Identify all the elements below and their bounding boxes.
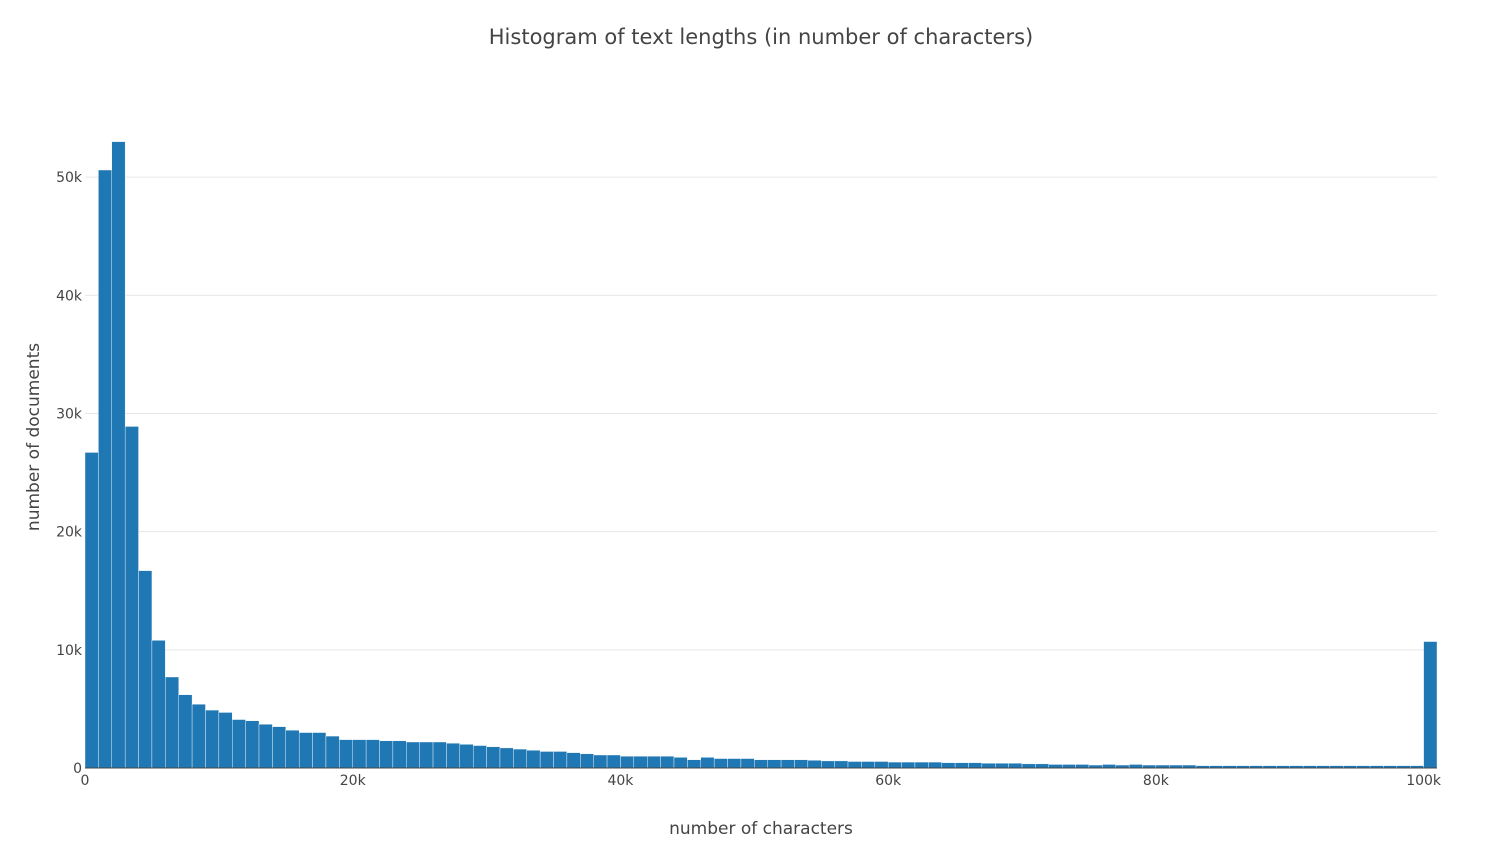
x-tick-label: 80k — [1143, 773, 1170, 789]
histogram-bar — [821, 760, 835, 769]
histogram-bar — [526, 750, 541, 769]
histogram-bar — [954, 762, 969, 769]
histogram-bar — [459, 744, 474, 769]
histogram-bar — [968, 762, 983, 769]
histogram-bar — [847, 761, 862, 769]
histogram-bar — [687, 759, 701, 769]
histogram-bar — [419, 741, 434, 769]
histogram-bar — [486, 746, 501, 769]
y-axis-title: number of documents — [24, 343, 44, 531]
x-tick-labels: 0 20k 40k 60k 80k 100k — [81, 773, 1442, 789]
y-tick-label: 20k — [56, 525, 83, 541]
histogram-bar — [446, 742, 461, 769]
x-tick-label: 100k — [1406, 773, 1442, 789]
histogram-bar — [539, 751, 554, 769]
histogram-bar — [165, 676, 179, 769]
histogram-bar — [1021, 763, 1036, 769]
histogram-bar — [981, 763, 996, 769]
histogram-bar — [1061, 764, 1076, 769]
histogram-bar — [553, 751, 568, 769]
histogram-bar — [566, 752, 581, 769]
histogram-bar — [285, 729, 300, 769]
histogram-bar — [1102, 764, 1116, 769]
histogram-bar — [191, 703, 206, 769]
histogram-bar — [513, 748, 527, 769]
histogram-bar — [620, 755, 635, 769]
histogram-bar — [767, 759, 782, 769]
histogram-bar — [941, 762, 956, 769]
histogram-bar — [580, 753, 594, 769]
y-tick-label: 10k — [56, 643, 83, 659]
histogram-bar — [406, 741, 420, 769]
histogram-bar — [84, 452, 99, 769]
histogram-bar — [861, 761, 875, 769]
histogram-bar — [647, 755, 661, 769]
histogram-bar — [352, 739, 367, 769]
histogram-bar — [1008, 763, 1023, 769]
histogram-bar — [727, 758, 742, 769]
chart-title: Histogram of text lengths (in number of … — [489, 25, 1033, 49]
x-tick-label: 20k — [340, 773, 367, 789]
histogram-bar — [754, 759, 768, 769]
histogram-bar — [379, 740, 394, 769]
histogram-bar — [124, 426, 139, 769]
histogram-bar — [995, 763, 1009, 769]
x-tick-label: 40k — [607, 773, 634, 789]
histogram-bar — [1035, 763, 1050, 769]
y-tick-label: 30k — [56, 406, 83, 422]
histogram-bar — [325, 735, 340, 769]
gridlines — [85, 176, 1437, 651]
histogram-bar — [205, 709, 220, 769]
y-tick-label: 50k — [56, 170, 83, 186]
histogram-bar — [178, 694, 193, 769]
histogram-bar — [901, 761, 916, 769]
histogram-bar — [218, 712, 233, 769]
histogram-bar — [606, 754, 621, 769]
histogram-bar — [660, 755, 675, 769]
histogram-bar — [138, 570, 153, 769]
histogram-bar — [232, 719, 246, 769]
histogram-bar — [1128, 764, 1143, 769]
histogram-bar — [874, 761, 889, 769]
histogram-bar — [740, 758, 755, 769]
histogram-bar — [151, 640, 166, 769]
x-axis-title: number of characters — [669, 819, 853, 839]
histogram-bar — [298, 732, 313, 769]
y-tick-label: 40k — [56, 288, 83, 304]
histogram-bar — [339, 739, 353, 769]
histogram-bar — [1048, 764, 1063, 769]
histogram-bar — [98, 169, 112, 769]
histogram-bar — [928, 761, 942, 769]
x-tick-label: 0 — [81, 773, 90, 789]
histogram-bar — [1075, 764, 1090, 769]
histogram-bar — [1423, 641, 1438, 769]
histogram-bar — [887, 761, 902, 769]
y-tick-labels: 0 10k 20k 30k 40k 50k — [56, 170, 83, 777]
histogram-bar — [713, 758, 728, 769]
histogram-bar — [111, 141, 126, 769]
histogram-bar — [312, 732, 327, 769]
histogram-bar — [365, 739, 380, 769]
histogram-bar — [673, 757, 688, 769]
histogram-bars — [84, 141, 1438, 769]
histogram-bar — [834, 760, 849, 769]
x-tick-label: 60k — [875, 773, 902, 789]
histogram-bar — [794, 759, 809, 769]
histogram-bar — [245, 720, 260, 769]
y-tick-label: 0 — [73, 761, 82, 777]
histogram-bar — [499, 747, 514, 769]
histogram-bar — [914, 761, 929, 769]
histogram-bar — [807, 760, 822, 769]
histogram-bar — [272, 726, 286, 769]
histogram-bar — [700, 757, 715, 769]
histogram-bar — [258, 724, 273, 769]
histogram-bar — [472, 745, 487, 769]
histogram-bar — [392, 740, 407, 769]
histogram-bar — [432, 741, 447, 769]
histogram-bar — [780, 759, 795, 769]
histogram-bar — [593, 754, 608, 769]
histogram-bar — [633, 755, 648, 769]
